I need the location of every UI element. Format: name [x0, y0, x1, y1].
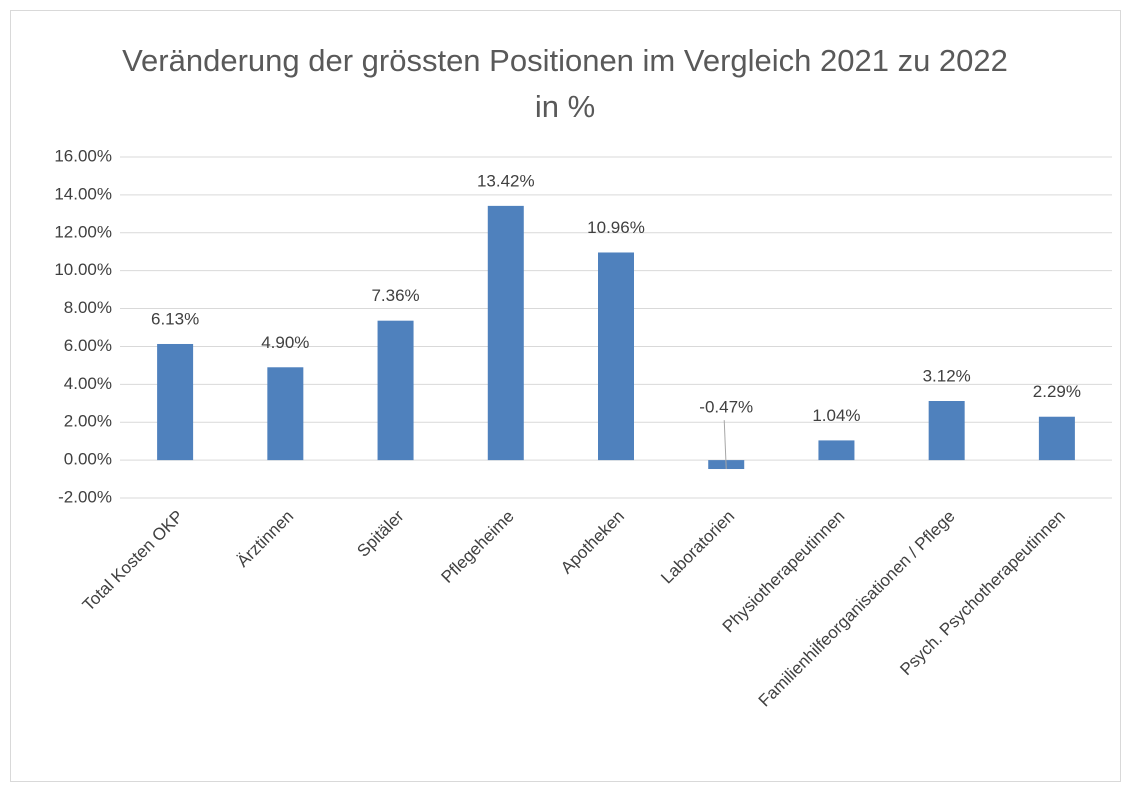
x-tick-label: Spitäler	[353, 506, 407, 560]
x-tick-label: Physiotherapeutinnen	[719, 507, 849, 637]
x-tick-label: Ärztinnen	[233, 507, 297, 571]
bar	[157, 343, 194, 461]
y-tick-label: 12.00%	[54, 222, 112, 241]
data-label: 7.36%	[371, 286, 419, 305]
y-tick-label: -2.00%	[58, 487, 112, 506]
data-label: 6.13%	[151, 309, 199, 328]
bar	[377, 320, 414, 461]
data-label: 2.29%	[1033, 382, 1081, 401]
x-tick-label: Familienhilfeorganisationen / Pflege	[755, 507, 959, 711]
y-tick-label: 8.00%	[64, 298, 112, 317]
data-label: -0.47%	[699, 398, 753, 417]
x-tick-label: Pflegeheime	[438, 507, 518, 587]
chart-title: Veränderung der grössten Positionen im V…	[122, 43, 1008, 124]
data-label: 10.96%	[587, 218, 645, 237]
bar	[598, 252, 634, 461]
bar	[267, 367, 304, 461]
chart-border	[10, 10, 1121, 782]
bar	[928, 401, 965, 461]
x-tick-label: Apotheken	[557, 507, 628, 578]
x-tick-label: Total Kosten OKP	[79, 507, 187, 615]
bar	[487, 205, 524, 461]
y-tick-label: 4.00%	[64, 374, 112, 393]
data-label: 13.42%	[477, 171, 535, 190]
data-label: 1.04%	[812, 406, 860, 425]
data-label: 3.12%	[923, 366, 971, 385]
y-tick-label: 10.00%	[54, 260, 112, 279]
leader-line	[723, 420, 727, 470]
y-tick-label: 16.00%	[54, 146, 112, 165]
data-label: 4.90%	[261, 333, 309, 352]
y-tick-label: 6.00%	[64, 336, 112, 355]
bar	[818, 440, 855, 461]
y-tick-label: 2.00%	[64, 412, 112, 431]
bar	[1038, 416, 1075, 461]
y-tick-label: 0.00%	[64, 450, 112, 469]
x-tick-label: Laboratorien	[657, 507, 738, 588]
y-tick-label: 14.00%	[54, 184, 112, 203]
